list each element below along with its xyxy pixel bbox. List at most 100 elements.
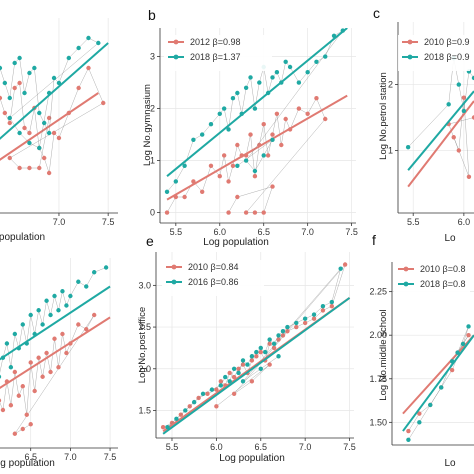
x-tick-label: 7.5 [104, 452, 117, 462]
connector-line [241, 87, 247, 114]
data-point-series-1 [456, 148, 461, 153]
connector-line [9, 42, 99, 119]
data-point-series-2 [257, 80, 262, 85]
y-axis-label: Log No.middle school [378, 309, 389, 400]
connector-line [54, 295, 59, 311]
data-point-series-1 [48, 369, 53, 375]
data-point-series-2 [405, 144, 411, 150]
data-point-series-1 [214, 387, 219, 392]
x-tick-label: 6.0 [210, 442, 223, 452]
panel-6: 1.50 1.75 2.00 2.25 f Lo Log No.middle school 2… [369, 232, 474, 469]
connector-line [228, 196, 238, 213]
data-point-series-1 [270, 132, 275, 137]
data-point-series-2 [263, 349, 268, 355]
legend-label: 2016 β=0.86 [188, 277, 238, 287]
y-tick-label: 2 [150, 104, 155, 114]
data-point-series-1 [16, 393, 22, 398]
connector-line [210, 113, 220, 125]
connector-line [440, 369, 453, 388]
data-point-series-2 [164, 189, 170, 194]
data-point-series-2 [406, 437, 411, 442]
legend-swatch-point [407, 39, 413, 45]
data-point-series-1 [7, 120, 12, 126]
y-tick-label: 3.0 [138, 280, 151, 290]
y-axis-label: Log No.gymnasium [142, 84, 153, 166]
connector-line [6, 343, 12, 368]
data-point-series-2 [428, 402, 433, 408]
data-point-series-1 [28, 360, 33, 365]
fit-line-series-1 [0, 92, 99, 161]
data-point-series-2 [28, 312, 33, 318]
connector-line [29, 107, 35, 134]
data-point-series-2 [68, 293, 73, 299]
data-point-series-2 [40, 322, 45, 327]
data-point-series-2 [46, 130, 52, 136]
connector-line [263, 186, 273, 213]
connector-line [260, 356, 279, 369]
connector-line [39, 92, 50, 149]
connector-line [184, 181, 194, 198]
data-point-series-2 [455, 350, 460, 355]
data-point-series-1 [27, 130, 32, 136]
data-point-series-1 [17, 165, 22, 171]
data-point-series-2 [91, 270, 97, 275]
x-axis-label: Log population [219, 453, 285, 464]
data-point-series-2 [285, 324, 290, 330]
connector-line [166, 196, 177, 213]
x-tick-label: 7.5 [345, 227, 358, 237]
connector-line [14, 371, 20, 396]
fit-line-series-2 [407, 90, 474, 171]
data-point-series-1 [342, 262, 348, 267]
connector-line [78, 37, 89, 49]
legend: 2010 β=0.9 2018 β=0.9 [398, 35, 470, 71]
data-point-series-1 [160, 424, 166, 430]
data-point-series-1 [248, 132, 253, 137]
data-point-series-2 [183, 408, 188, 413]
data-point-series-1 [199, 189, 205, 194]
connector-line [48, 77, 55, 134]
data-point-series-1 [254, 354, 259, 359]
data-point-series-2 [8, 365, 14, 370]
marks [160, 262, 351, 435]
connector-line [245, 118, 326, 213]
data-point-series-1 [17, 80, 22, 86]
data-point-series-2 [223, 374, 228, 380]
x-tick-label: 7.0 [64, 452, 77, 462]
legend-swatch-point [171, 279, 177, 285]
panel-3: 5.5 6.0 1 2 c Lo Log No.petrol station 2010 β=0… [373, 5, 474, 244]
data-point-series-2 [17, 130, 22, 136]
y-tick-label: 2.00 [369, 330, 387, 340]
data-point-series-1 [274, 111, 280, 117]
connector-line [50, 338, 55, 373]
data-point-series-2 [460, 341, 466, 347]
connector-line [4, 82, 10, 99]
data-point-series-2 [56, 80, 62, 86]
data-point-series-1 [285, 329, 290, 334]
data-point-series-2 [314, 59, 319, 64]
connector-line [70, 324, 79, 344]
x-tick-label: 5.5 [407, 217, 420, 227]
data-point-series-1 [0, 398, 2, 403]
data-point-series-1 [0, 95, 3, 101]
data-point-series-1 [52, 336, 57, 341]
connector-line [448, 117, 474, 125]
data-point-series-2 [323, 54, 328, 59]
data-point-series-1 [37, 165, 42, 171]
connector-line [458, 84, 465, 111]
connector-line [223, 155, 229, 182]
data-point-series-2 [12, 331, 18, 337]
x-axis-label: Lo [444, 233, 456, 244]
marks [0, 265, 111, 436]
connector-line [0, 67, 6, 84]
data-point-series-1 [221, 153, 227, 158]
connector-line [462, 326, 469, 344]
data-point-series-2 [248, 75, 253, 80]
y-tick-label: 1.50 [369, 417, 387, 427]
connector-line [2, 381, 8, 411]
legend-swatch-point [403, 266, 409, 272]
data-point-series-2 [254, 349, 259, 355]
connector-line [46, 352, 51, 373]
y-tick-label: 3 [150, 52, 155, 62]
data-point-series-2 [226, 127, 231, 132]
data-point-series-2 [36, 308, 41, 313]
